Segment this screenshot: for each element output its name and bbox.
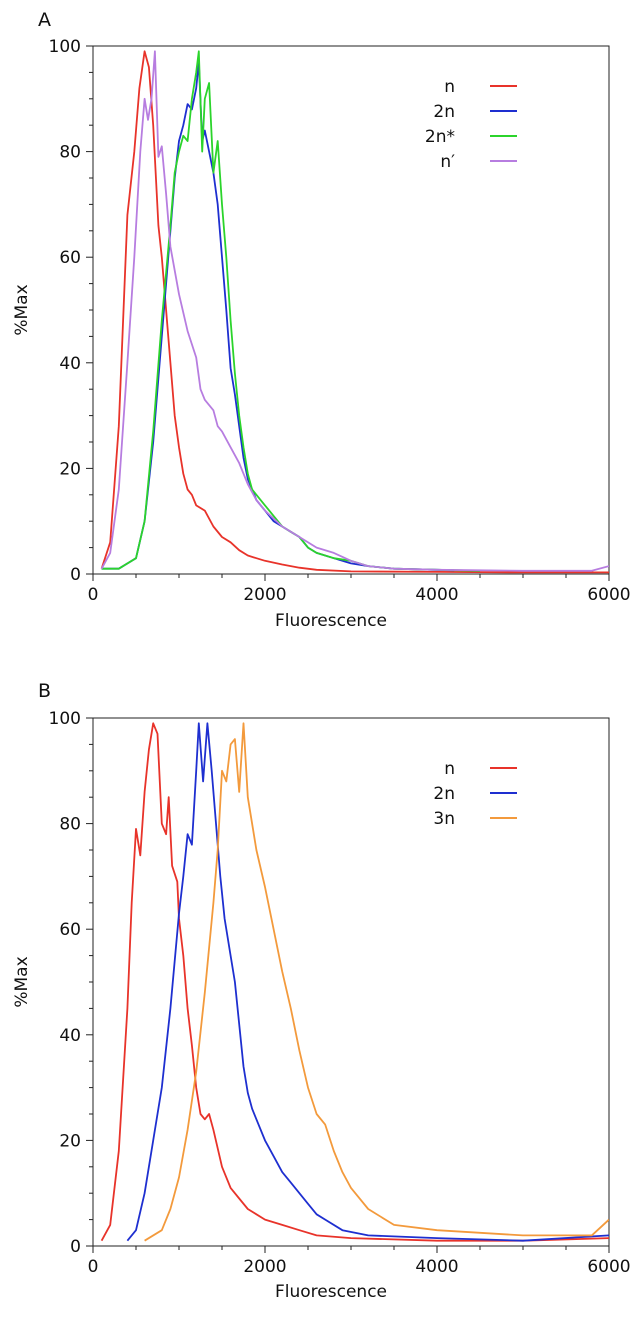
x-tick-label: 4000 xyxy=(415,585,458,605)
y-tick-label: 100 xyxy=(49,709,81,729)
series-line-n-prime-a xyxy=(100,50,609,572)
legend-label-n-prime-a: n′ xyxy=(440,152,455,172)
series-line-2n-b xyxy=(126,722,609,1242)
legend-label-2n-star-a: 2n* xyxy=(425,127,455,147)
y-axis-title-a: %Max xyxy=(12,284,32,335)
y-tick-label: 0 xyxy=(70,565,81,585)
x-tick-label: 6000 xyxy=(587,585,630,605)
y-tick-label: 80 xyxy=(59,143,81,163)
y-tick-label: 60 xyxy=(59,248,81,268)
x-tick-label: 2000 xyxy=(243,1257,286,1277)
legend-label-2n-b: 2n xyxy=(433,784,455,804)
panel-label-b: B xyxy=(38,680,51,702)
series-line-3n-b xyxy=(144,722,609,1242)
y-tick-label: 100 xyxy=(49,37,81,57)
legend-label-3n-b: 3n xyxy=(433,809,455,829)
x-tick-label: 6000 xyxy=(587,1257,630,1277)
y-tick-label: 20 xyxy=(59,459,81,479)
series-line-n-a xyxy=(100,50,609,574)
chart-panel-a: 0 20 40 60 80 100 0 2000 4000 6000 Fluorescence %Ma… xyxy=(12,37,631,631)
legend-label-2n-a: 2n xyxy=(433,102,455,122)
plot-frame-b xyxy=(92,717,610,1247)
series-line-n-b xyxy=(100,722,609,1242)
x-tick-label: 0 xyxy=(88,1257,99,1277)
y-tick-label: 40 xyxy=(59,354,81,374)
legend-label-n-a: n xyxy=(444,77,455,97)
y-tick-label: 20 xyxy=(59,1131,81,1151)
chart-panel-b: 0 20 40 60 80 100 0 2000 4000 6000 Fluorescence %Ma… xyxy=(12,709,631,1302)
y-tick-label: 60 xyxy=(59,920,81,940)
x-tick-label: 2000 xyxy=(243,585,286,605)
series-line-2n-star-a xyxy=(101,50,481,572)
x-axis-title-a: Fluorescence xyxy=(275,611,387,631)
y-tick-label: 0 xyxy=(70,1237,81,1257)
y-axis-title-b: %Max xyxy=(12,956,32,1007)
panel-label-a: A xyxy=(38,9,51,31)
y-tick-label: 40 xyxy=(59,1026,81,1046)
x-axis-title-b: Fluorescence xyxy=(275,1282,387,1302)
plot-frame-a xyxy=(92,45,610,575)
legend-label-n-b: n xyxy=(444,759,455,779)
x-tick-label: 4000 xyxy=(415,1257,458,1277)
x-tick-label: 0 xyxy=(88,585,99,605)
y-tick-label: 80 xyxy=(59,815,81,835)
